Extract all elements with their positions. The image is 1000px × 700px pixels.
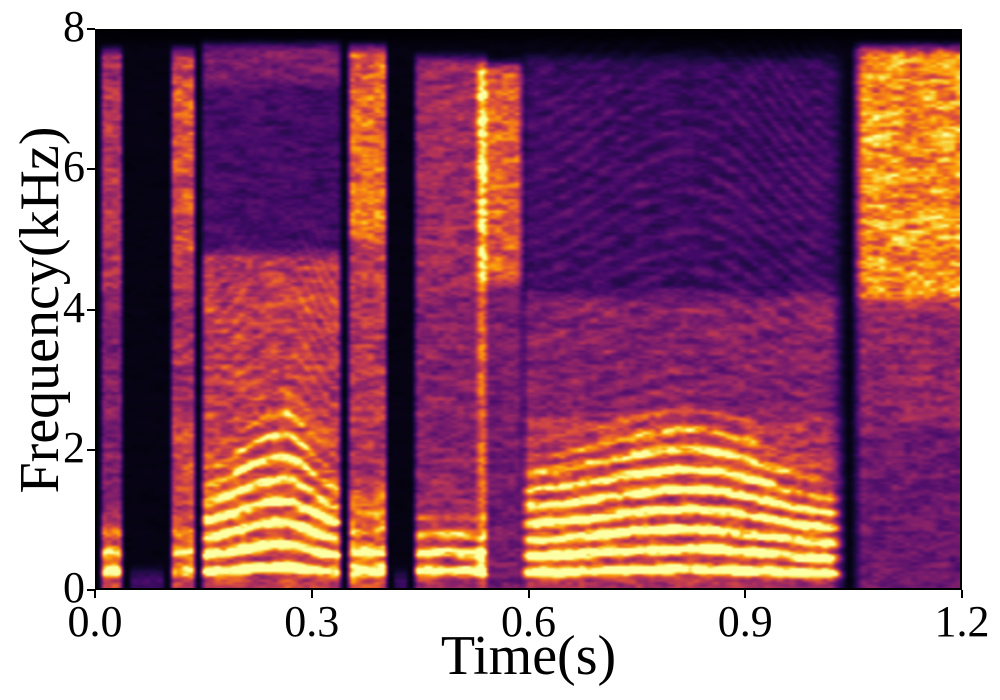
x-tick-label: 0.6 [501,597,556,646]
y-tick-label: 6 [63,142,85,192]
y-tick-label: 8 [63,2,85,52]
y-axis-label: Frequency(kHz) [9,126,71,493]
spectrogram-heatmap-canvas [95,29,962,590]
x-tick-label: 0.9 [717,597,773,646]
x-tick-mark [94,590,96,598]
y-tick-label: 2 [63,422,85,472]
y-tick-mark [87,589,95,591]
y-tick-label: 4 [63,282,85,332]
x-tick-label: 1.2 [934,597,990,646]
y-tick-mark [87,308,95,311]
y-tick-mark [87,448,95,451]
x-tick-label: 0.3 [284,597,340,646]
y-tick-mark [87,168,95,171]
x-tick-mark [744,590,747,598]
x-tick-mark [527,590,530,598]
x-tick-label: 0.0 [67,597,123,646]
x-tick-mark [310,590,313,598]
y-tick-label: 0 [63,563,85,613]
x-axis-label: Time(s) [440,625,617,687]
y-tick-mark [87,28,95,30]
x-tick-mark [961,590,963,598]
